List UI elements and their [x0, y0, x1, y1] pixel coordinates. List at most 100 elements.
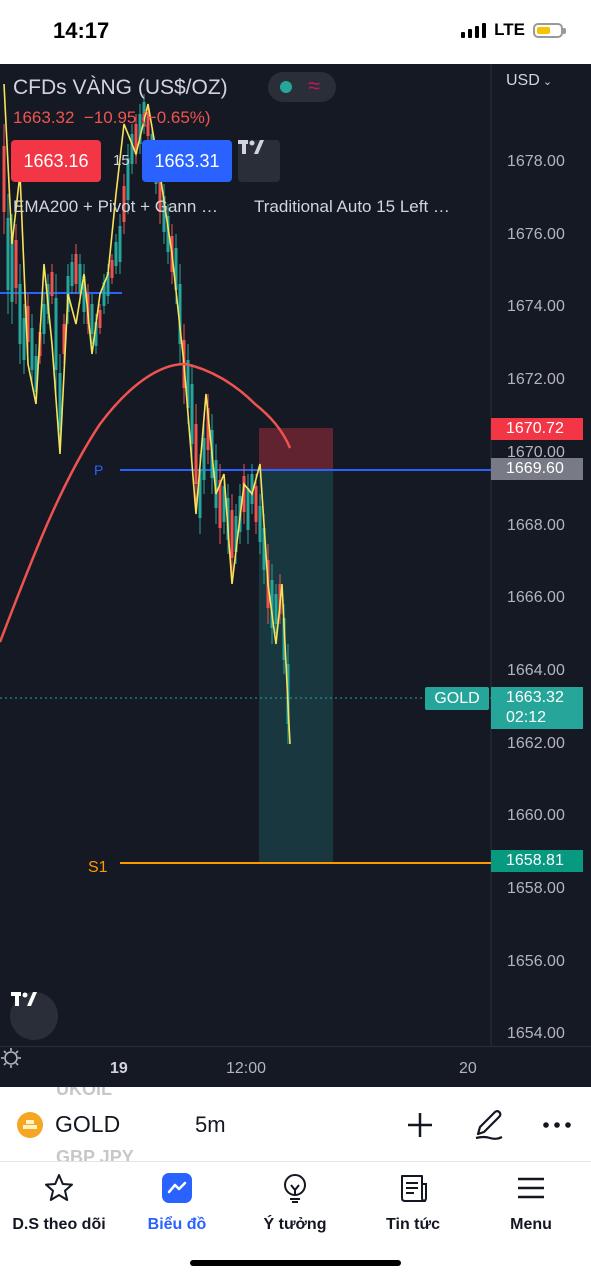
current-price-tag: 1663.32 02:12: [491, 687, 583, 729]
status-time: 14:17: [53, 18, 110, 43]
price-tick-label: 1676.00: [507, 225, 565, 243]
candle-body: [118, 226, 122, 262]
market-open-icon: [280, 81, 292, 93]
candle-body: [2, 146, 6, 212]
candle-body: [258, 506, 262, 542]
candle-body: [234, 516, 238, 552]
price-tick-label: 1664.00: [507, 661, 565, 679]
price-change: −10.95: [83, 108, 137, 127]
more-icon[interactable]: [540, 1108, 574, 1142]
price-chart[interactable]: [0, 64, 591, 1087]
price-tick-label: 1678.00: [507, 153, 565, 170]
gear-icon[interactable]: [0, 1047, 22, 1069]
gold-bars-icon: [17, 1112, 43, 1138]
candle-body: [206, 408, 210, 450]
price-tick-label: 1668.00: [507, 516, 565, 534]
spread-value: 15: [113, 152, 130, 169]
nav-label-menu: Menu: [510, 1216, 552, 1233]
buy-button[interactable]: 1663.31: [142, 140, 232, 182]
interval-selector[interactable]: 5m: [195, 1112, 226, 1137]
tradingview-logo[interactable]: [10, 992, 58, 1040]
candle-body: [110, 260, 114, 278]
candle-body: [262, 528, 266, 570]
s1-price-tag: 1658.81: [491, 850, 583, 872]
lightbulb-icon: [284, 1174, 306, 1203]
last-price: 1663.32: [13, 108, 75, 127]
currency-label: USD: [506, 72, 540, 89]
candle-body: [114, 242, 118, 266]
bar-countdown: 02:12: [506, 709, 547, 726]
candle-body: [242, 476, 246, 512]
trade-button[interactable]: [238, 140, 280, 182]
symbol-scroll-next[interactable]: GBP JPY: [56, 1147, 134, 1161]
chart-area[interactable]: CFDs VÀNG (US$/OZ) ≈ 1663.32 −10.95 (−0.…: [0, 64, 591, 1087]
time-label-next-day: 20: [459, 1060, 477, 1077]
swing-line: [3, 83, 291, 745]
nav-chart[interactable]: Biểu đồ: [122, 1172, 232, 1234]
price-tick-label: 1666.00: [507, 589, 565, 607]
candle-body: [274, 594, 278, 624]
symbol-selector[interactable]: GOLD: [55, 1111, 121, 1137]
signal-icon: [461, 22, 487, 38]
chart-title[interactable]: CFDs VÀNG (US$/OZ): [13, 76, 228, 99]
candle-body: [122, 186, 126, 222]
sell-button[interactable]: 1663.16: [11, 140, 101, 182]
time-axis[interactable]: 19 12:00 20: [0, 1046, 591, 1087]
nav-ideas[interactable]: Ý tưởng: [240, 1172, 350, 1234]
price-tick-label: 1656.00: [507, 952, 565, 970]
nav-label-news: Tin tức: [386, 1216, 440, 1233]
candle-body: [186, 360, 190, 408]
pen-icon[interactable]: [470, 1106, 506, 1142]
candle-body: [250, 474, 254, 504]
candle-body: [102, 282, 106, 306]
price-tick-label: 1654.00: [507, 1025, 565, 1043]
candle-body: [218, 480, 222, 528]
candle-body: [162, 196, 166, 232]
current-price-value: 1663.32: [506, 689, 564, 706]
battery-icon: [533, 22, 566, 38]
nav-label-ideas: Ý tưởng: [263, 1216, 327, 1233]
network-label: LTE: [494, 20, 525, 39]
candle-body: [26, 306, 30, 342]
market-status-pill[interactable]: ≈: [268, 72, 336, 102]
ema-price-tag: 1670.72: [491, 418, 583, 440]
indicator-label-pivot[interactable]: Traditional Auto 15 Left …: [254, 197, 450, 216]
candle-body: [10, 236, 14, 302]
candle-body: [126, 158, 130, 200]
plus-icon[interactable]: [403, 1108, 437, 1142]
candle-body: [22, 318, 26, 360]
status-bar: 14:17 LTE: [0, 0, 591, 64]
time-label-day: 19: [110, 1060, 128, 1077]
candle-body: [142, 102, 146, 126]
nav-news[interactable]: Tin tức: [358, 1172, 468, 1234]
time-label-noon: 12:00: [226, 1060, 267, 1077]
currency-selector[interactable]: USD ⌄: [506, 72, 552, 90]
candle-body: [230, 510, 234, 558]
ema200-line: [0, 362, 292, 643]
stop-loss-zone: [259, 428, 333, 470]
candle-body: [62, 324, 66, 354]
price-tick-label: 1672.00: [507, 371, 565, 389]
candle-body: [146, 112, 150, 136]
price-tick-label: 1662.00: [507, 734, 565, 752]
news-icon: [401, 1175, 427, 1202]
candle-body: [174, 248, 178, 290]
star-icon: [45, 1174, 73, 1201]
candle-body: [50, 272, 54, 296]
price-tick-label: 1670.00: [507, 443, 565, 461]
tradingview-icon: [11, 992, 37, 1006]
menu-icon: [518, 1177, 544, 1199]
candle-body: [106, 272, 110, 296]
price-tick-label: 1658.00: [507, 880, 565, 897]
price-tick-label: 1674.00: [507, 298, 565, 316]
candle-body: [214, 460, 218, 508]
indicator-label-ema[interactable]: EMA200 + Pivot + Gann …: [13, 197, 219, 216]
nav-watchlist[interactable]: D.S theo dõi: [4, 1172, 114, 1234]
candle-body: [130, 134, 134, 164]
candle-body: [138, 114, 142, 144]
pivot-s1-label: S1: [88, 859, 108, 876]
symbol-scroll-prev[interactable]: UKOIL: [56, 1087, 112, 1099]
nav-menu[interactable]: Menu: [476, 1172, 586, 1234]
candle-body: [14, 240, 18, 288]
candle-body: [94, 322, 98, 346]
